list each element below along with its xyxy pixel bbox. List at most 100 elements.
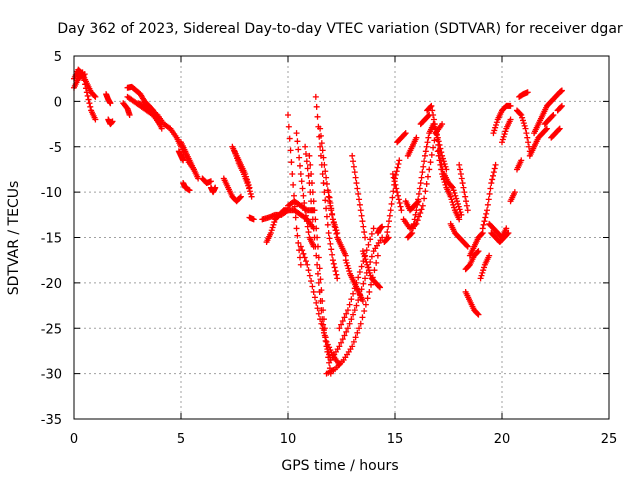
series-14: [199, 175, 214, 187]
data-point: [479, 225, 486, 232]
data-point: [543, 125, 550, 132]
data-point: [294, 138, 301, 145]
data-point: [332, 268, 339, 275]
data-point: [393, 168, 400, 175]
chart-title: Day 362 of 2023, Sidereal Day-to-day VTE…: [57, 21, 623, 37]
data-point: [414, 201, 421, 208]
data-point: [424, 173, 431, 180]
data-point: [453, 195, 460, 202]
data-point: [370, 225, 377, 232]
series-12: [175, 148, 187, 164]
data-point: [109, 118, 116, 125]
data-point: [317, 125, 324, 132]
data-point: [449, 184, 456, 191]
data-point: [84, 92, 91, 99]
data-point: [392, 181, 399, 188]
data-point: [427, 103, 434, 110]
data-point: [419, 202, 426, 209]
data-point: [82, 81, 89, 88]
data-point: [307, 161, 314, 168]
series-70: [548, 125, 563, 141]
data-point: [92, 116, 99, 123]
data-point: [360, 280, 367, 287]
data-point: [338, 339, 345, 346]
data-point: [244, 180, 251, 187]
series-4: [105, 116, 116, 128]
data-point: [288, 159, 295, 166]
series-2: [71, 71, 88, 91]
data-point: [519, 117, 526, 124]
series-61: [490, 102, 514, 137]
series-37: [359, 248, 384, 291]
data-point: [456, 216, 463, 223]
data-point: [329, 257, 336, 264]
data-point: [318, 287, 325, 294]
series-3: [103, 91, 114, 107]
data-point: [412, 221, 419, 228]
data-point: [329, 251, 336, 258]
data-point: [362, 256, 369, 263]
data-point: [489, 176, 496, 183]
data-point: [373, 259, 380, 266]
data-point: [395, 196, 402, 203]
data-point: [431, 123, 438, 130]
data-point: [291, 203, 298, 210]
data-point: [305, 267, 312, 274]
data-point: [461, 189, 468, 196]
data-point: [250, 216, 257, 223]
data-point: [482, 214, 489, 221]
data-point: [348, 296, 355, 303]
data-point: [269, 224, 276, 231]
data-point: [463, 202, 470, 209]
series-66: [516, 89, 531, 100]
data-point: [271, 219, 278, 226]
data-point: [435, 138, 442, 145]
data-point: [479, 269, 486, 276]
data-point: [344, 262, 351, 269]
data-point: [439, 121, 446, 128]
data-point: [366, 269, 373, 276]
data-point: [415, 190, 422, 197]
data-point: [297, 261, 304, 268]
data-point: [82, 85, 89, 92]
data-point: [368, 230, 375, 237]
data-point: [328, 205, 335, 212]
series-19: [246, 214, 257, 223]
data-point: [303, 218, 310, 225]
data-point: [344, 307, 351, 314]
data-point: [349, 343, 356, 350]
data-point: [507, 116, 514, 123]
data-point: [365, 241, 372, 248]
data-point: [158, 125, 165, 132]
data-point: [395, 160, 402, 167]
data-point: [386, 212, 393, 219]
data-point: [463, 242, 470, 249]
data-point: [522, 125, 529, 132]
data-point: [435, 152, 442, 159]
data-point: [384, 235, 391, 242]
data-point: [350, 290, 357, 297]
data-point: [358, 212, 365, 219]
data-point: [302, 207, 309, 214]
data-point: [459, 180, 466, 187]
data-point: [107, 100, 114, 107]
data-point: [368, 281, 375, 288]
data-point: [458, 211, 465, 218]
data-point: [290, 192, 297, 199]
data-point: [317, 132, 324, 139]
data-point: [314, 305, 321, 312]
data-point: [481, 264, 488, 271]
data-point: [558, 103, 565, 110]
data-point: [478, 230, 485, 237]
plot-frame: [73, 55, 610, 420]
series-65: [513, 107, 533, 155]
series-58: [479, 161, 499, 232]
data-point: [327, 347, 334, 354]
data-point: [361, 253, 368, 260]
series-42: [394, 130, 409, 146]
data-point: [464, 207, 471, 214]
data-point: [475, 311, 482, 318]
data-point: [390, 174, 397, 181]
data-point: [492, 124, 499, 131]
data-point: [297, 243, 304, 250]
